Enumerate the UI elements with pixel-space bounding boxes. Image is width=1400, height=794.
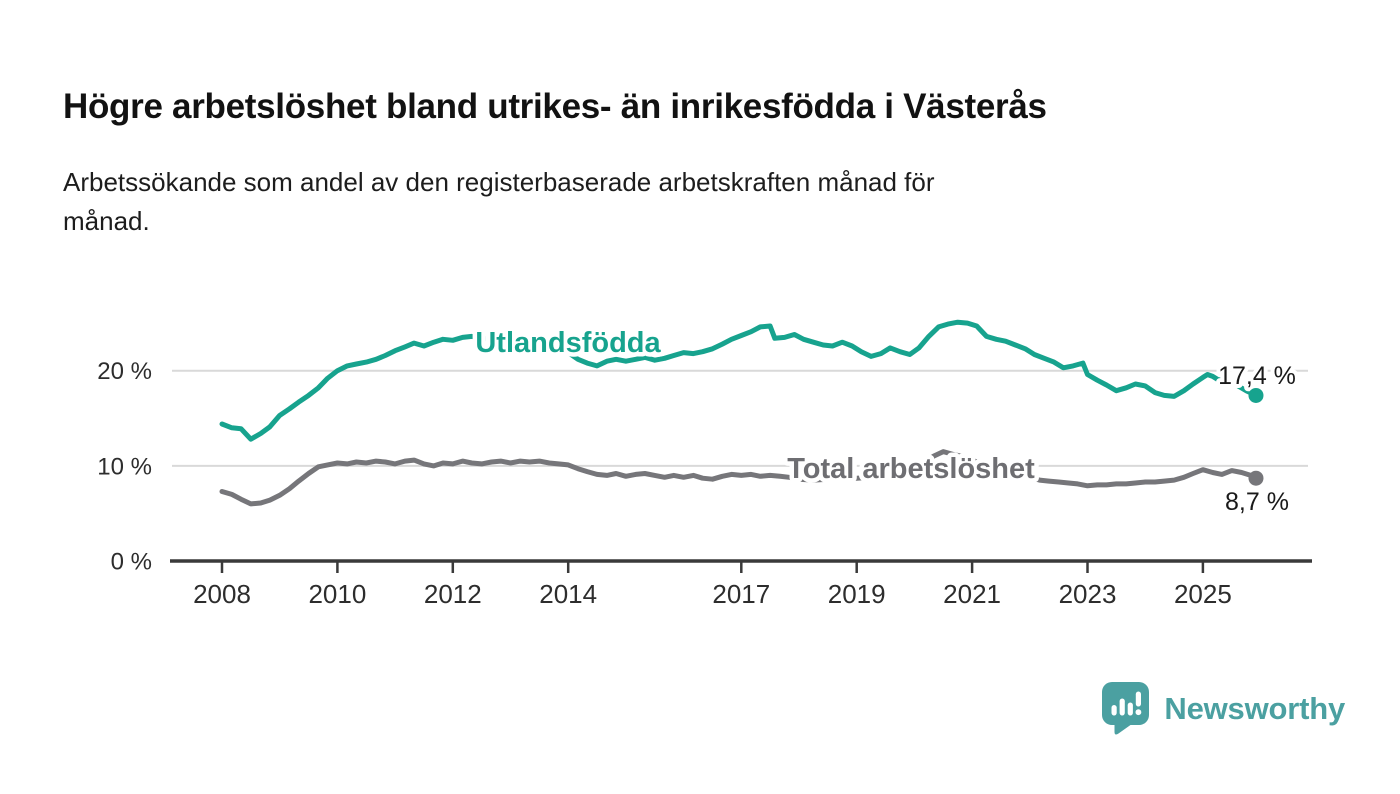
- x-axis-label-2010: 2010: [308, 579, 366, 609]
- end-value-label-1: 8,7 %: [1225, 488, 1289, 516]
- series-end-dot-0: [1248, 387, 1264, 403]
- x-axis-label-2017: 2017: [712, 579, 770, 609]
- x-axis-label-2023: 2023: [1059, 579, 1117, 609]
- series-end-dot-1: [1248, 470, 1264, 486]
- y-axis-label-0: 0 %: [111, 549, 152, 576]
- series-label-0: Utlandsfödda: [475, 327, 661, 359]
- x-axis-label-2014: 2014: [539, 579, 597, 609]
- logo-bar-1: [1111, 705, 1118, 716]
- logo-bar-3: [1128, 702, 1134, 716]
- x-axis-label-2025: 2025: [1174, 579, 1232, 609]
- chart-subtitle: Arbetssökande som andel av den registerb…: [63, 163, 1363, 241]
- subtitle-line-2: månad.: [63, 206, 150, 236]
- logo-exclamation-dot: [1135, 709, 1142, 716]
- subtitle-line-1: Arbetssökande som andel av den registerb…: [63, 167, 935, 197]
- series-line-0: [219, 319, 1259, 442]
- x-axis-label-2019: 2019: [828, 579, 886, 609]
- y-axis-label-10: 10 %: [97, 453, 152, 480]
- logo-exclamation-bar: [1136, 691, 1142, 707]
- logo-bar-2: [1119, 698, 1126, 716]
- series-line-1: [219, 449, 1259, 507]
- end-value-label-0: 17,4 %: [1218, 362, 1296, 390]
- x-axis-label-2021: 2021: [943, 579, 1001, 609]
- newsworthy-logo: Newsworthy: [1101, 681, 1345, 737]
- y-axis-label-20: 20 %: [97, 358, 152, 385]
- x-axis-label-2008: 2008: [193, 579, 251, 609]
- newsworthy-logo-text: Newsworthy: [1164, 691, 1345, 726]
- page-title: Högre arbetslöshet bland utrikes- än inr…: [63, 87, 1047, 127]
- series-label-1: Total arbetslöshet: [787, 453, 1035, 485]
- x-axis-label-2012: 2012: [424, 579, 482, 609]
- newsworthy-logo-mark: [1102, 682, 1150, 735]
